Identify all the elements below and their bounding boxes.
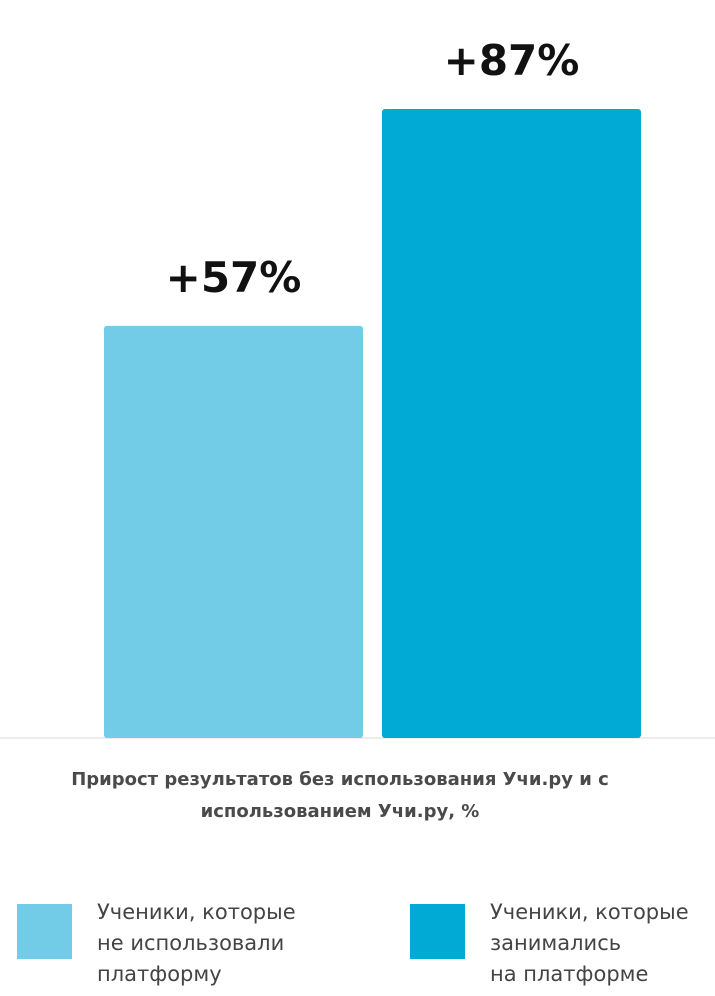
chart-title-line-1: Прирост результатов без использования Уч… — [71, 769, 609, 790]
bar-chart: +57% +87% — [0, 36, 715, 739]
legend-swatch-light — [17, 904, 72, 959]
legend-label-not-using: Ученики, которые не использовали платфор… — [97, 897, 296, 990]
bar-value-label-2: +87% — [444, 36, 580, 85]
legend-item-using: Ученики, которые занимались на платформе — [410, 900, 710, 994]
legend-label-line: Ученики, которые — [97, 900, 296, 924]
chart-title-line-2: использованием Учи.ру, % — [200, 801, 480, 822]
legend-label-line: Ученики, которые — [490, 900, 689, 924]
legend-label-line: не использовали — [97, 931, 285, 955]
bar-2 — [382, 108, 641, 739]
legend-swatch-dark — [410, 904, 465, 959]
chart-title: Прирост результатов без использования Уч… — [20, 764, 660, 828]
legend-label-line: занимались — [490, 931, 622, 955]
legend-label-line: на платформе — [490, 962, 649, 986]
legend-item-not-using: Ученики, которые не использовали платфор… — [17, 900, 317, 994]
legend-label-using: Ученики, которые занимались на платформе — [490, 897, 689, 990]
bar-1 — [104, 325, 363, 738]
legend-label-line: платформу — [97, 962, 222, 986]
bar-value-label-1: +57% — [166, 253, 302, 302]
